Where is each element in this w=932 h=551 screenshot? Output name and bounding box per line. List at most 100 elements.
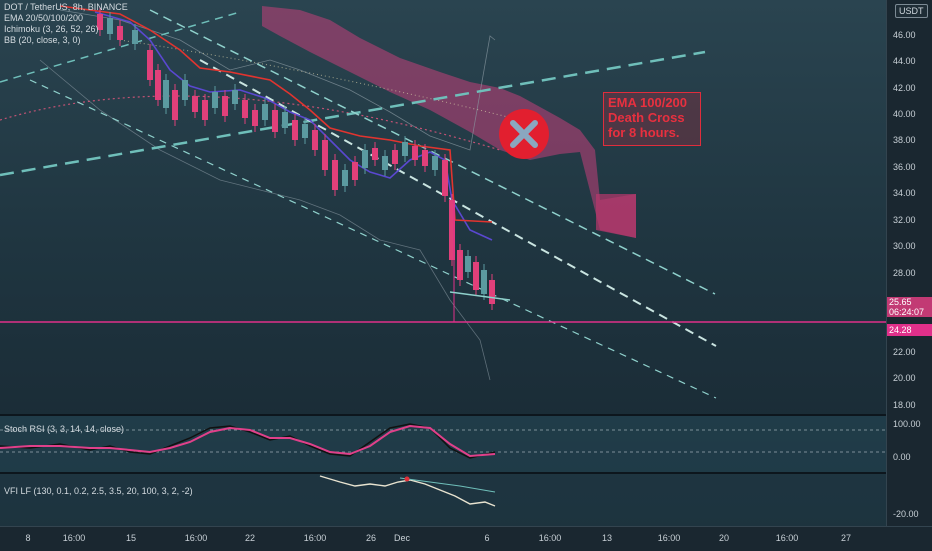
time-axis-label: 6	[484, 533, 490, 543]
legend-ema[interactable]: EMA 20/50/100/200	[4, 13, 84, 23]
price-axis-label: 20.00	[893, 373, 916, 383]
candle	[132, 30, 138, 44]
candle	[432, 156, 438, 170]
candle	[481, 270, 487, 294]
line-price-tag: 24.28	[887, 324, 932, 336]
rsi-k-line	[0, 423, 496, 459]
candle	[457, 250, 463, 280]
time-axis-label: 16:00	[538, 533, 562, 543]
vfi-legend: VFI LF (130, 0.1, 0.2, 2.5, 3.5, 20, 100…	[4, 486, 193, 497]
legend-symbol[interactable]: DOT / TetherUS, 8h, BINANCE	[4, 2, 128, 12]
candle	[155, 70, 161, 100]
candle	[342, 170, 348, 186]
candle	[262, 104, 268, 120]
rsi-axis-label: 100.00	[893, 419, 921, 429]
candle	[489, 280, 495, 304]
candle	[372, 148, 378, 160]
candle	[212, 92, 218, 108]
legend-bb[interactable]: BB (20, close, 3, 0)	[4, 35, 81, 45]
vfi-line	[319, 475, 496, 507]
candle	[473, 262, 479, 290]
ichimoku-cloud	[262, 6, 636, 238]
candle	[322, 140, 328, 170]
stoch-rsi-pane[interactable]	[0, 416, 886, 472]
ema-slow	[59, 5, 493, 223]
candle	[282, 112, 288, 128]
candle	[412, 146, 418, 160]
candle	[449, 200, 455, 260]
currency-button[interactable]: USDT	[895, 4, 928, 18]
annotation-line: for 8 hours.	[608, 125, 680, 140]
candle	[442, 160, 448, 196]
vfi-chart	[319, 475, 496, 507]
candle	[382, 156, 388, 170]
countdown: 06:24:07	[889, 307, 925, 317]
time-axis-label: 16:00	[775, 533, 799, 543]
candle	[97, 14, 103, 30]
rsi-axis-label: 0.00	[893, 452, 911, 462]
last-price: 25.65	[889, 297, 912, 307]
ema-fast	[94, 11, 493, 241]
time-axis[interactable]	[0, 526, 932, 551]
time-axis-label: Dec	[393, 533, 411, 543]
candle	[362, 150, 368, 168]
time-axis-label: 16:00	[657, 533, 681, 543]
candle	[147, 50, 153, 80]
legend-ichimoku[interactable]: Ichimoku (3, 26, 52, 26)	[4, 24, 99, 34]
price-axis[interactable]	[886, 0, 932, 526]
price-axis-label: 44.00	[893, 56, 916, 66]
stoch-rsi-chart	[0, 423, 886, 459]
candle	[163, 80, 169, 108]
legend-stoch[interactable]: Stoch RSI (3, 3, 14, 14, close)	[4, 424, 125, 434]
price-axis-label: 40.00	[893, 109, 916, 119]
pane-separator[interactable]	[0, 472, 932, 474]
main-legend: DOT / TetherUS, 8h, BINANCE EMA 20/50/10…	[4, 2, 128, 46]
support-segment	[449, 291, 511, 301]
candle	[202, 100, 208, 120]
rsi-d-line	[0, 424, 496, 458]
annotation-line: EMA 100/200	[608, 95, 688, 110]
candle	[302, 124, 308, 138]
candle	[242, 100, 248, 118]
channel-lower	[29, 79, 717, 399]
legend-vfi[interactable]: VFI LF (130, 0.1, 0.2, 2.5, 3.5, 20, 100…	[4, 486, 193, 496]
dotted-line-2	[119, 39, 521, 121]
candle	[422, 150, 428, 166]
last-price-tag: 25.65 06:24:07	[887, 297, 932, 317]
price-axis-label: 28.00	[893, 268, 916, 278]
price-axis-label: 32.00	[893, 215, 916, 225]
trendline-long	[0, 50, 706, 177]
candle	[222, 96, 228, 116]
candle	[312, 130, 318, 150]
vfi-pane[interactable]	[0, 474, 886, 526]
candle	[172, 90, 178, 120]
x-mark-icon	[499, 109, 549, 159]
price-axis-label: 38.00	[893, 135, 916, 145]
bb-upper	[59, 9, 496, 151]
price-chart	[0, 5, 886, 399]
annotation-line: Death Cross	[608, 110, 685, 125]
channel-upper	[149, 9, 716, 295]
candle	[352, 162, 358, 180]
price-axis-label: 22.00	[893, 347, 916, 357]
time-axis-label: 8	[25, 533, 31, 543]
death-cross-annotation[interactable]: EMA 100/200 Death Cross for 8 hours.	[603, 92, 701, 146]
candle	[252, 110, 258, 126]
candle	[465, 256, 471, 272]
time-axis-label: 15	[125, 533, 137, 543]
channel-mid	[199, 59, 717, 347]
bb-lower	[39, 59, 491, 381]
candle	[192, 96, 198, 112]
candles	[97, 8, 495, 310]
stoch-legend: Stoch RSI (3, 3, 14, 14, close)	[4, 424, 124, 435]
price-pane[interactable]	[0, 0, 886, 414]
cloud-tail	[596, 194, 636, 238]
candle	[392, 150, 398, 164]
vfi-signal	[399, 477, 496, 493]
pane-separator[interactable]	[0, 414, 932, 416]
candle	[402, 142, 408, 156]
price-axis-label: 36.00	[893, 162, 916, 172]
price-axis-label: 42.00	[893, 83, 916, 93]
time-axis-label: 26	[365, 533, 377, 543]
